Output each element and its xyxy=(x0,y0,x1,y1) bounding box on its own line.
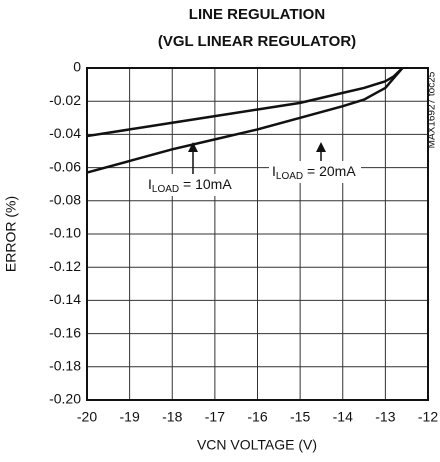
y-tick-label: -0.14 xyxy=(49,291,81,307)
x-tick-label: -20 xyxy=(77,409,97,425)
arrow-head xyxy=(316,142,326,152)
data-line xyxy=(86,67,404,138)
y-tick-label: -0.08 xyxy=(49,192,81,208)
label-bg xyxy=(145,174,243,196)
y-tick-label: -0.18 xyxy=(49,358,81,374)
x-tick-label: -15 xyxy=(290,409,310,425)
chart-subtitle: (VGL LINEAR REGULATOR) xyxy=(158,33,356,50)
y-tick-label: -0.02 xyxy=(49,92,81,108)
x-tick-label: -12 xyxy=(418,409,438,425)
annotation-part: I xyxy=(272,163,276,179)
x-tick-label: -19 xyxy=(120,409,140,425)
annotation: ILOAD = 10mA xyxy=(148,176,232,195)
y-tick-label: 0 xyxy=(73,59,81,75)
x-tick-label: -13 xyxy=(375,409,395,425)
arrow-head xyxy=(188,142,198,152)
x-axis-label: VCN VOLTAGE (V) xyxy=(197,437,317,453)
y-tick-label: -0.20 xyxy=(49,391,81,407)
annotation: ILOAD = 20mA xyxy=(272,163,356,182)
x-tick-label: -18 xyxy=(162,409,182,425)
annotation-sub: LOAD xyxy=(276,171,303,182)
chart-title: LINE REGULATION xyxy=(189,6,325,23)
x-tick-label: -17 xyxy=(205,409,225,425)
plot-frame xyxy=(86,67,429,401)
side-note: MAX16927 toc25 xyxy=(427,71,438,148)
x-tick-label: -14 xyxy=(333,409,353,425)
y-tick-label: -0.10 xyxy=(49,225,81,241)
annotation-part: = 10mA xyxy=(179,176,232,192)
y-tick-label: -0.06 xyxy=(49,158,81,174)
data-line xyxy=(86,67,404,174)
y-tick-label: -0.16 xyxy=(49,324,81,340)
x-tick-label: -16 xyxy=(247,409,267,425)
label-bg xyxy=(269,161,361,183)
annotation-sub: LOAD xyxy=(152,184,179,195)
annotation-part: I xyxy=(148,176,152,192)
y-tick-label: -0.04 xyxy=(49,125,81,141)
y-axis-label: ERROR (%) xyxy=(3,196,19,272)
y-tick-label: -0.12 xyxy=(49,258,81,274)
annotation-part: = 20mA xyxy=(303,163,356,179)
